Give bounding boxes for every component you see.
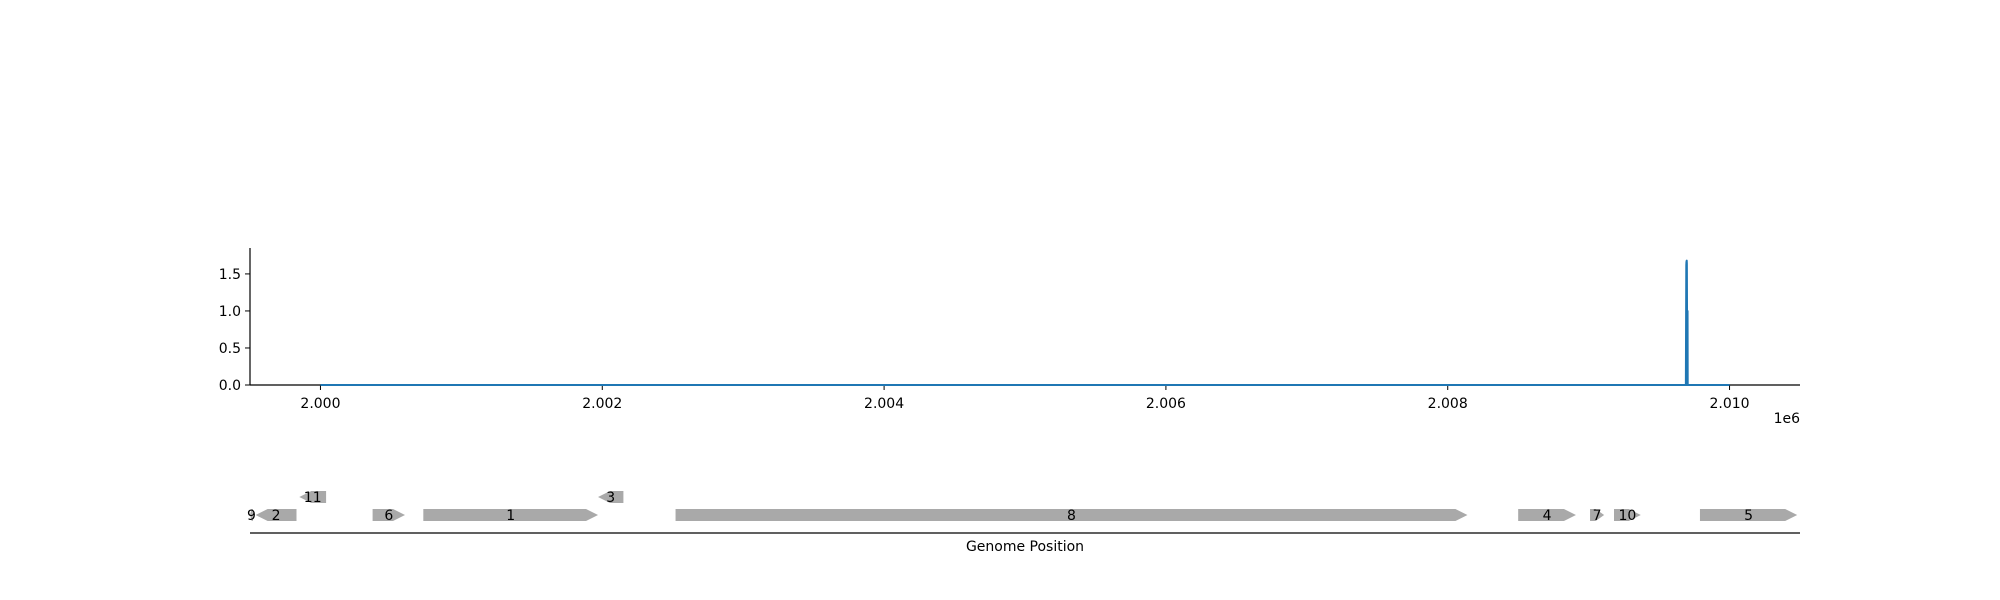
- x-tick-label: 2.000: [300, 396, 340, 412]
- signal-plot: 2.000 2.002 2.004 2.006 2.008 2.010 0.0 0.5 1.0…: [219, 248, 1800, 427]
- x-axis-label: Genome Position: [966, 539, 1084, 555]
- gene-feature: 11: [299, 490, 327, 506]
- gene-arrow: [598, 491, 624, 503]
- gene-arrow: [675, 509, 1468, 521]
- gene-feature: 5: [1699, 508, 1798, 524]
- gene-feature: 3: [598, 490, 624, 506]
- gene-feature: 2: [255, 508, 297, 524]
- x-tick-label: 2.002: [582, 396, 622, 412]
- gene-feature: 4: [1518, 508, 1576, 524]
- gene-label: 1: [506, 508, 515, 524]
- gene-label: 8: [1067, 508, 1076, 524]
- signal-line: [320, 259, 1730, 386]
- y-tick-label: 1.5: [219, 267, 241, 283]
- gene-arrow: [1590, 509, 1605, 521]
- gene-label: 10: [1618, 508, 1636, 524]
- gene-arrow: [1518, 509, 1576, 521]
- x-offset-label: 1e6: [1774, 411, 1801, 427]
- gene-arrow: [423, 509, 599, 521]
- gene-feature: 8: [675, 508, 1468, 524]
- gene-label: 2: [272, 508, 281, 524]
- gene-arrow: [372, 509, 405, 521]
- y-ticks: 0.0 0.5 1.0 1.5: [219, 267, 250, 394]
- gene-feature: 7: [1590, 508, 1605, 524]
- gene-arrow: [250, 509, 253, 521]
- x-tick-label: 2.010: [1709, 396, 1749, 412]
- x-tick-label: 2.004: [864, 396, 904, 412]
- gene-arrow: [1699, 509, 1798, 521]
- gene-arrow: [1614, 509, 1641, 521]
- gene-label: 11: [304, 490, 322, 506]
- gene-track: 9 2 11 6 1 3 8 4 7 10 5 Genome Position: [247, 490, 1800, 555]
- gene-arrow: [299, 491, 327, 503]
- x-ticks: 2.000 2.002 2.004 2.006 2.008 2.010: [300, 385, 1750, 412]
- gene-features: 9 2 11 6 1 3 8 4 7 10 5: [247, 490, 1798, 524]
- x-tick-label: 2.006: [1146, 396, 1186, 412]
- gene-label: 7: [1593, 508, 1602, 524]
- y-tick-label: 1.0: [219, 304, 241, 320]
- gene-feature: 6: [372, 508, 405, 524]
- gene-label: 4: [1543, 508, 1552, 524]
- gene-feature: 9: [247, 508, 256, 524]
- gene-label: 9: [247, 508, 256, 524]
- y-tick-label: 0.0: [219, 378, 241, 394]
- signal-series: [320, 259, 1730, 386]
- gene-label: 5: [1744, 508, 1753, 524]
- gene-feature: 1: [423, 508, 599, 524]
- y-tick-label: 0.5: [219, 341, 241, 357]
- gene-label: 3: [606, 490, 615, 506]
- gene-arrow: [255, 509, 297, 521]
- gene-label: 6: [384, 508, 393, 524]
- x-tick-label: 2.008: [1428, 396, 1468, 412]
- gene-feature: 10: [1614, 508, 1641, 524]
